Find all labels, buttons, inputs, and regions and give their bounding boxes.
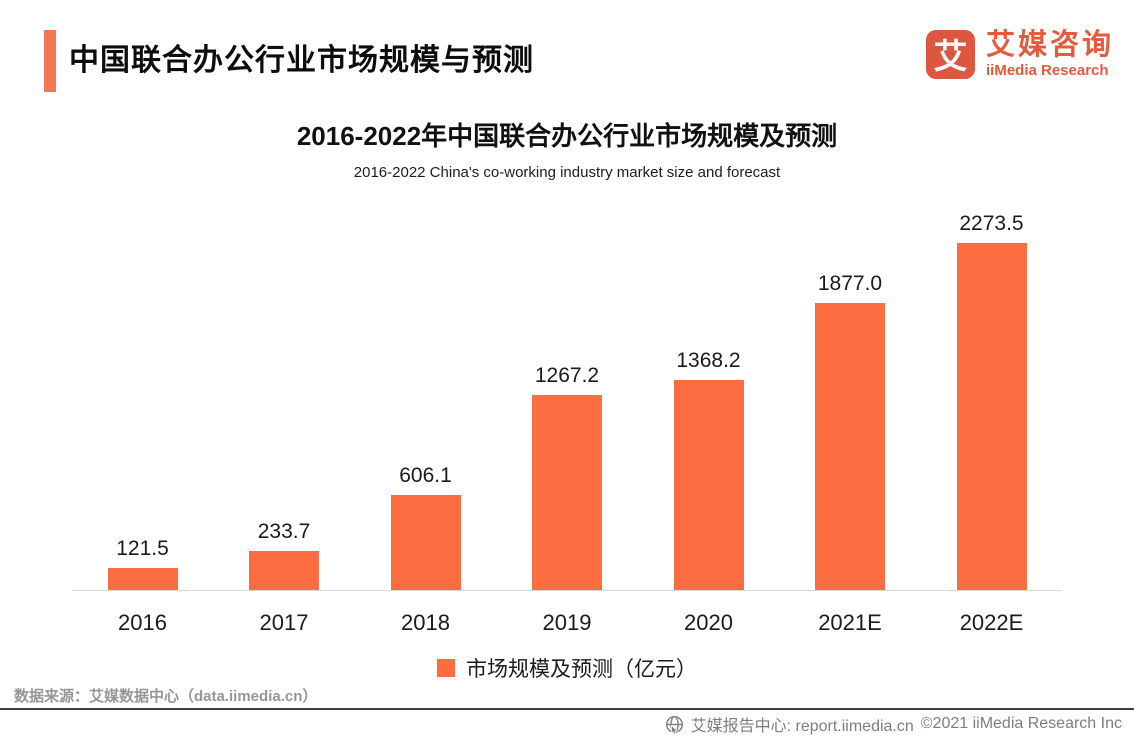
- x-axis-labels: 2016 2017 2018 2019 2020 2021E 2022E: [72, 610, 1062, 636]
- x-axis-label-2017: 2017: [259, 610, 309, 635]
- bar-value-label: 1877.0: [817, 271, 883, 295]
- bar-2021E: [815, 302, 885, 590]
- bar-value-label: 121.5: [116, 536, 169, 560]
- x-axis-label-2022E: 2022E: [959, 610, 1024, 635]
- x-axis-label-2019: 2019: [542, 610, 592, 635]
- legend-label: 市场规模及预测（亿元）: [466, 658, 697, 681]
- chart-title: 2016-2022年中国联合办公行业市场规模及预测: [296, 121, 838, 151]
- bar-2020: [673, 379, 744, 590]
- footer-divider: [0, 708, 1134, 710]
- bar-column-2016: 121.5: [72, 537, 213, 590]
- bar-value-label: 606.1: [399, 463, 452, 487]
- chart-legend: 市场规模及预测（亿元）: [0, 653, 1134, 683]
- bar-column-2020: 1368.2: [638, 348, 779, 590]
- bar-column-2021E: 1877.0: [780, 272, 921, 590]
- logo-name-cn: 艾媒咨询: [985, 29, 1114, 61]
- logo-name-en: iiMedia Research: [985, 62, 1109, 79]
- logo-text: 艾媒咨询 iiMedia Research: [985, 29, 1114, 79]
- data-source-note: 数据来源：艾媒数据中心（data.iimedia.cn）: [14, 688, 318, 705]
- x-axis-label-2016: 2016: [118, 610, 167, 635]
- title-accent-bar: [44, 30, 56, 92]
- bar-2018: [390, 494, 461, 590]
- bar-2019: [532, 394, 602, 590]
- bar-column-2022E: 2273.5: [921, 212, 1062, 590]
- bar-value-label: 2273.5: [959, 211, 1024, 235]
- bar-column-2017: 233.7: [214, 520, 355, 590]
- bar-value-label: 1267.2: [534, 363, 600, 387]
- x-axis-label-2018: 2018: [401, 610, 450, 635]
- bar-value-label: 233.7: [257, 519, 311, 543]
- footer-bar: 艾媒报告中心: report.iimedia.cn ©2021 iiMedia …: [665, 712, 1122, 736]
- x-axis-label-2021E: 2021E: [818, 610, 882, 635]
- x-axis-label-2020: 2020: [684, 610, 733, 635]
- footer-copyright: ©2021 iiMedia Research Inc: [920, 715, 1122, 732]
- bar-2017: [249, 550, 319, 590]
- iimedia-logo: 艾 艾媒咨询 iiMedia Research: [925, 29, 1114, 79]
- bar-2016: [107, 567, 178, 590]
- page-title: 中国联合办公行业市场规模与预测: [69, 44, 534, 77]
- bar-column-2018: 606.1: [355, 463, 496, 590]
- bar-column-2019: 1267.2: [497, 364, 638, 590]
- legend-swatch: [437, 659, 455, 677]
- chart-subtitle: 2016-2022 China's co-working industry ma…: [353, 164, 781, 181]
- bar-chart: 121.5 233.7 606.1 1267.2 1368.2 1877.0 2273.5: [72, 212, 1062, 591]
- iimedia-logo-icon: 艾: [925, 30, 975, 79]
- globe-cursor-icon: [665, 715, 684, 734]
- footer-report-center: 艾媒报告中心: report.iimedia.cn: [690, 718, 914, 735]
- bar-2022E: [956, 242, 1027, 590]
- bar-value-label: 1368.2: [676, 348, 741, 372]
